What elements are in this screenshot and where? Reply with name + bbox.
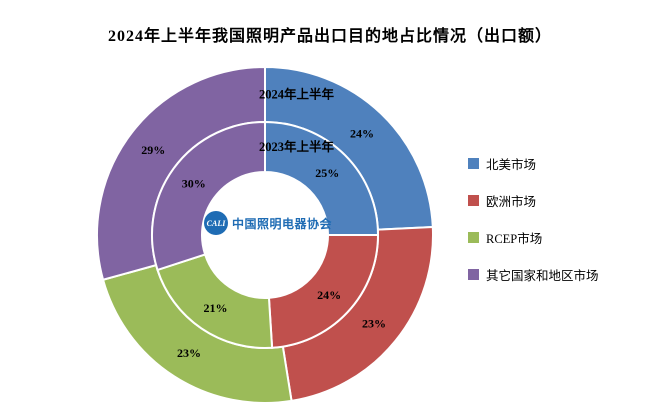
legend-item-欧洲市场: 欧洲市场 (468, 193, 599, 209)
legend-label: 北美市场 (486, 157, 537, 172)
segment-2023年上半年-欧洲市场 (267, 234, 380, 349)
ring-name-label: 2024年上半年 (259, 87, 335, 102)
data-label: 23% (177, 346, 201, 360)
segment-2023年上半年-其它国家和地区市场 (151, 120, 266, 272)
legend-item-RCEP市场: RCEP市场 (468, 230, 599, 246)
legend-label: 欧洲市场 (486, 194, 537, 209)
ring-name-label: 2023年上半年 (259, 139, 335, 154)
data-label: 25% (315, 166, 339, 180)
segment-2023年上半年-北美市场 (264, 120, 380, 236)
data-label: 29% (141, 143, 165, 157)
data-label: 24% (350, 126, 374, 140)
chart-title: 2024年上半年我国照明产品出口目的地占比情况（出口额） (107, 28, 552, 45)
legend-label: 其它国家和地区市场 (486, 268, 599, 283)
data-label: 23% (362, 317, 386, 331)
cali-logo-text: 中国照明电器协会 (231, 216, 332, 231)
data-label: 30% (182, 176, 206, 190)
legend-label: RCEP市场 (486, 231, 543, 246)
legend-swatch (468, 268, 479, 280)
legend-item-北美市场: 北美市场 (468, 156, 599, 172)
legend-swatch (468, 157, 479, 169)
cali-logo: CALI 中国照明电器协会 (203, 208, 333, 238)
legend-swatch (468, 194, 479, 206)
chart-legend: 北美市场欧洲市场 RCEP市场其它国家和地区市场 (468, 156, 599, 304)
legend-item-其它国家和地区市场: 其它国家和地区市场 (468, 267, 599, 283)
legend-swatch (468, 231, 479, 243)
data-label: 24% (317, 288, 341, 302)
cali-logo-mark-icon: CALI (203, 211, 228, 235)
data-label: 21% (204, 301, 228, 315)
